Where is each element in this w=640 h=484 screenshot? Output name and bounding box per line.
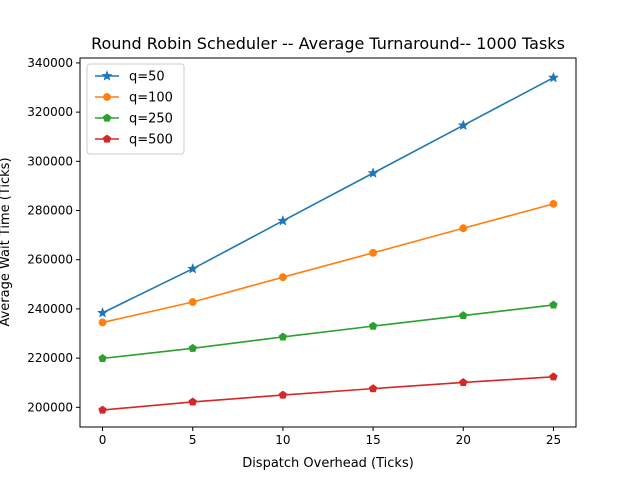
data-point	[188, 343, 197, 352]
data-point	[549, 199, 558, 208]
data-point	[367, 167, 379, 178]
legend-marker	[103, 93, 111, 101]
series-line	[102, 203, 554, 324]
data-point	[459, 224, 468, 233]
legend-marker	[102, 113, 112, 122]
data-point	[548, 71, 559, 83]
x-axis-label: Dispatch Overhead (Ticks)	[242, 456, 414, 471]
x-tick-label: 15	[365, 433, 380, 447]
series-line	[102, 76, 554, 314]
data-point	[368, 384, 378, 393]
data-point	[549, 300, 558, 309]
plot-frame	[79, 57, 577, 428]
legend-label: q=250	[129, 112, 173, 127]
series-q=250	[98, 300, 558, 362]
series-line	[102, 376, 554, 411]
data-point	[278, 332, 288, 341]
data-point	[277, 215, 289, 226]
x-tick-label: 0	[99, 433, 107, 447]
x-tick-label: 20	[456, 433, 471, 447]
data-point	[187, 263, 199, 274]
y-tick-label: 340000	[27, 56, 73, 70]
legend-label: q=50	[129, 70, 165, 85]
chart-title: Round Robin Scheduler -- Average Turnaro…	[91, 34, 565, 53]
legend-box	[86, 63, 185, 155]
legend-item: q=100	[95, 91, 173, 106]
x-tick-label: 25	[546, 433, 561, 447]
legend: q=50 q=100 q=250 q=500	[86, 63, 185, 155]
legend-item: q=250	[95, 112, 173, 127]
legend-label: q=100	[129, 91, 173, 106]
data-point	[459, 311, 468, 320]
y-tick-label: 260000	[27, 253, 73, 267]
y-tick-label: 220000	[27, 351, 73, 365]
series-q=500	[98, 372, 558, 414]
data-point	[188, 298, 197, 306]
x-tick-label: 5	[189, 433, 197, 447]
data-point	[457, 119, 469, 131]
series-q=50	[97, 71, 559, 318]
series-q=100	[98, 199, 558, 327]
data-point	[188, 397, 197, 406]
x-tick-label: 10	[275, 433, 290, 447]
legend-item: q=500	[95, 133, 173, 148]
data-point	[98, 405, 107, 414]
legend-marker	[101, 70, 113, 81]
legend-marker	[102, 134, 112, 143]
data-point	[549, 372, 558, 381]
y-tick-label: 320000	[27, 105, 73, 119]
series-line	[102, 304, 554, 360]
data-point	[278, 390, 288, 399]
y-tick-label: 240000	[27, 302, 73, 316]
y-tick-label: 300000	[27, 154, 73, 168]
data-point	[97, 307, 108, 318]
y-tick-label: 280000	[27, 204, 73, 218]
y-tick-label: 200000	[27, 400, 73, 414]
legend-label: q=500	[129, 133, 173, 148]
data-point	[98, 318, 107, 327]
data-point	[459, 378, 468, 387]
data-point	[369, 248, 378, 257]
y-axis-label: Average Wait Time (Ticks)	[0, 157, 13, 326]
data-point	[368, 321, 378, 330]
legend-item: q=50	[95, 70, 165, 85]
data-point	[98, 353, 107, 362]
plot-area: 0 5 10 15 20 25 200000 220000 240000 260000 280000…	[27, 56, 577, 447]
data-point	[278, 273, 287, 282]
